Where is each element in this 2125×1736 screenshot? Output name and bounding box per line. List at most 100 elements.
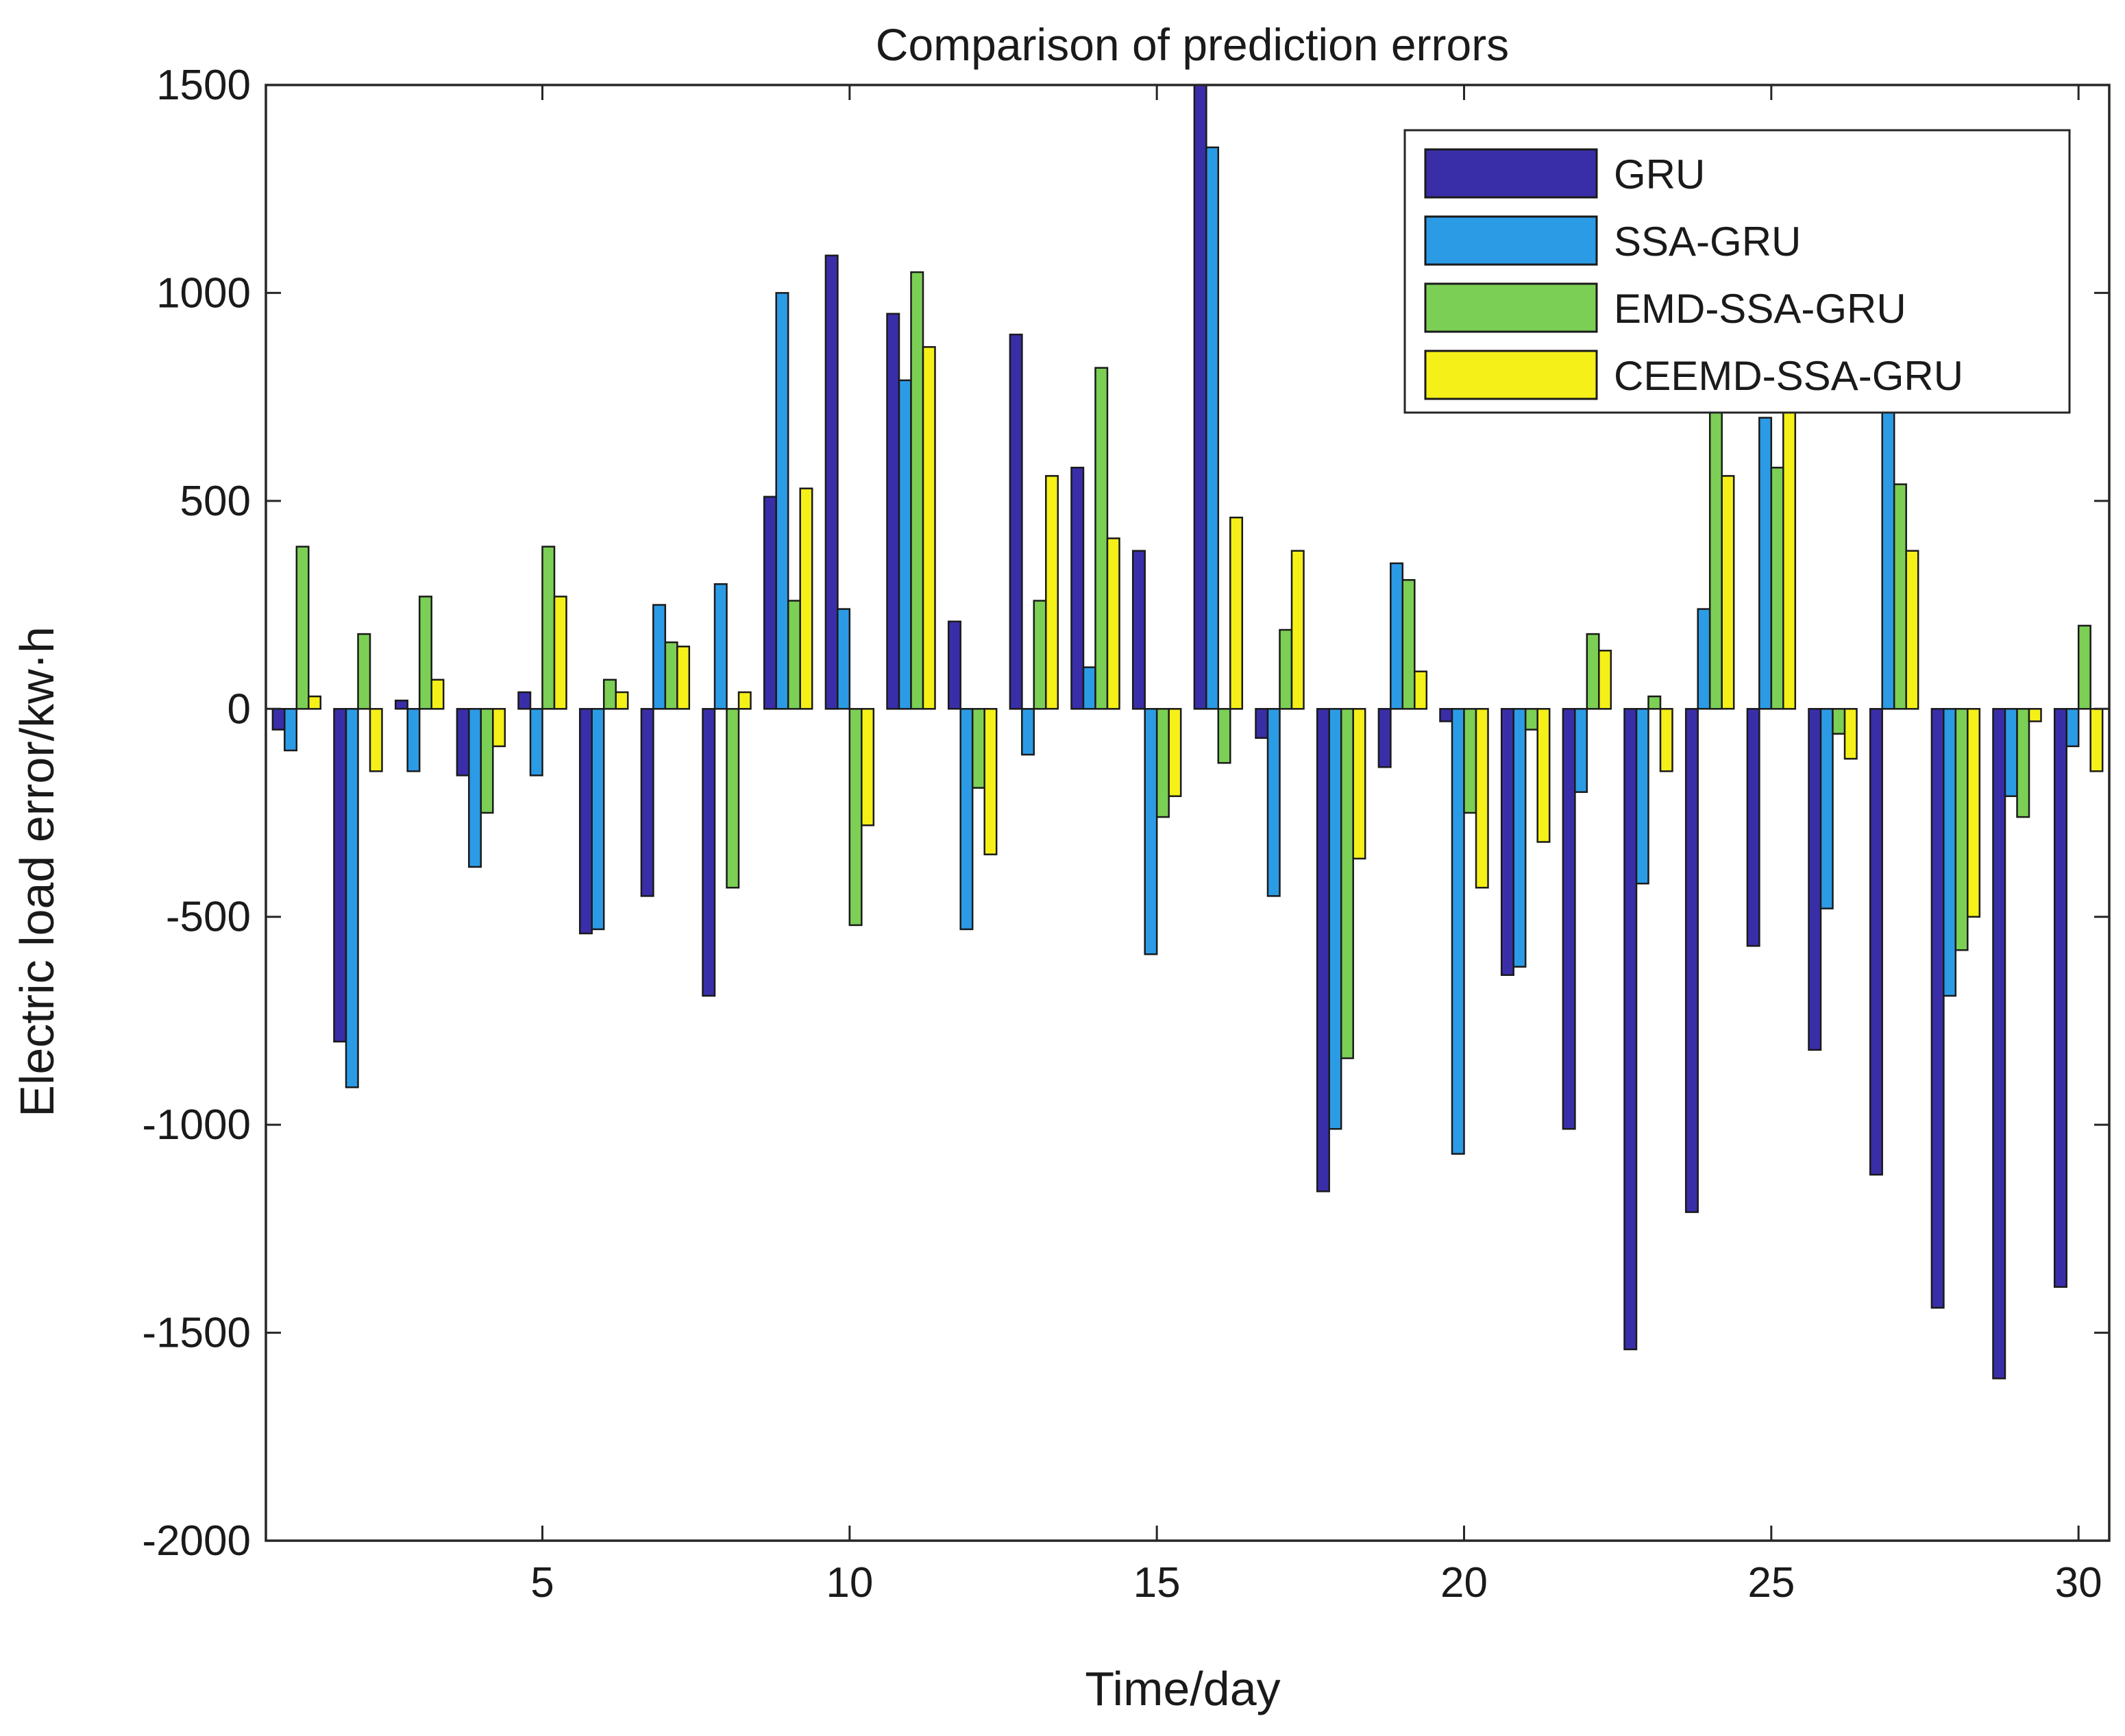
bar-ceemd-ssa-gru-day-14 xyxy=(1106,537,1120,710)
bar-emd-ssa-gru-day-13 xyxy=(1033,600,1047,710)
bar-ceemd-ssa-gru-day-8 xyxy=(737,691,752,710)
bar-gru-day-11 xyxy=(886,313,900,710)
bar-ceemd-ssa-gru-day-29 xyxy=(2028,708,2042,722)
bar-emd-ssa-gru-day-19 xyxy=(1401,578,1416,710)
bar-gru-day-26 xyxy=(1808,708,1822,1051)
bar-ceemd-ssa-gru-day-19 xyxy=(1414,670,1428,710)
bar-ssa-gru-day-18 xyxy=(1328,708,1342,1130)
bar-emd-ssa-gru-day-4 xyxy=(480,708,494,814)
bar-emd-ssa-gru-day-3 xyxy=(418,596,432,710)
bar-ssa-gru-day-6 xyxy=(591,708,605,931)
bar-emd-ssa-gru-day-21 xyxy=(1524,708,1538,731)
bar-emd-ssa-gru-day-27 xyxy=(1893,483,1907,710)
bar-ceemd-ssa-gru-day-28 xyxy=(1967,708,1981,918)
bar-emd-ssa-gru-day-23 xyxy=(1647,695,1662,710)
bar-ssa-gru-day-11 xyxy=(898,379,912,710)
bar-ssa-gru-day-30 xyxy=(2065,708,2080,748)
bar-ceemd-ssa-gru-day-3 xyxy=(430,678,445,710)
bar-gru-day-25 xyxy=(1746,708,1760,947)
legend-swatch-gru xyxy=(1424,148,1598,199)
bar-ceemd-ssa-gru-day-10 xyxy=(861,708,875,827)
bar-gru-day-16 xyxy=(1193,85,1207,710)
y-tick-label: -2000 xyxy=(142,1517,251,1565)
bar-gru-day-20 xyxy=(1439,708,1453,722)
bar-gru-day-21 xyxy=(1500,708,1514,976)
bar-ssa-gru-day-20 xyxy=(1451,708,1465,1155)
bar-ceemd-ssa-gru-day-6 xyxy=(615,691,629,710)
bar-ssa-gru-day-24 xyxy=(1697,608,1711,710)
bar-emd-ssa-gru-day-8 xyxy=(726,708,740,889)
bar-emd-ssa-gru-day-24 xyxy=(1708,391,1723,710)
bar-gru-day-14 xyxy=(1070,467,1085,710)
bar-ceemd-ssa-gru-day-30 xyxy=(2089,708,2104,772)
bar-ceemd-ssa-gru-day-27 xyxy=(1905,550,1919,710)
bar-ceemd-ssa-gru-day-26 xyxy=(1843,708,1858,760)
bar-emd-ssa-gru-day-2 xyxy=(357,633,371,710)
bar-gru-day-29 xyxy=(1992,708,2006,1380)
bar-emd-ssa-gru-day-22 xyxy=(1586,633,1600,710)
bar-ceemd-ssa-gru-day-5 xyxy=(553,596,567,710)
bar-ceemd-ssa-gru-day-24 xyxy=(1721,475,1735,710)
bar-ssa-gru-day-17 xyxy=(1266,708,1281,897)
plot-frame xyxy=(265,84,2111,1542)
bar-ceemd-ssa-gru-day-16 xyxy=(1229,516,1244,710)
bar-ceemd-ssa-gru-day-25 xyxy=(1782,391,1797,710)
x-tick-label: 15 xyxy=(1133,1559,1181,1606)
bar-ceemd-ssa-gru-day-17 xyxy=(1290,550,1305,710)
chart-title: Comparison of prediction errors xyxy=(876,19,1509,70)
bar-gru-day-10 xyxy=(824,254,839,710)
y-tick-label: 500 xyxy=(180,478,251,525)
legend-swatch-ceemd-ssa-gru xyxy=(1424,350,1598,400)
bar-ceemd-ssa-gru-day-15 xyxy=(1168,708,1182,797)
bar-ssa-gru-day-28 xyxy=(1943,708,1957,997)
y-tick-label: 0 xyxy=(228,685,251,733)
bar-ceemd-ssa-gru-day-20 xyxy=(1475,708,1489,889)
bar-ssa-gru-day-16 xyxy=(1205,146,1220,710)
bar-gru-day-19 xyxy=(1377,708,1392,768)
bar-gru-day-27 xyxy=(1869,708,1883,1176)
legend-swatch-ssa-gru xyxy=(1424,215,1598,266)
bar-ssa-gru-day-7 xyxy=(652,604,667,710)
bar-emd-ssa-gru-day-20 xyxy=(1463,708,1477,814)
bar-emd-ssa-gru-day-30 xyxy=(2077,624,2091,710)
bar-gru-day-24 xyxy=(1684,708,1699,1213)
legend-label-ceemd-ssa-gru: CEEMD-SSA-GRU xyxy=(1614,353,1963,399)
x-tick-label: 5 xyxy=(530,1559,554,1606)
bar-emd-ssa-gru-day-7 xyxy=(664,641,678,710)
x-axis-title: Time/day xyxy=(1085,1662,1280,1715)
bar-ceemd-ssa-gru-day-7 xyxy=(676,646,691,710)
bar-ssa-gru-day-26 xyxy=(1819,708,1834,909)
bar-ceemd-ssa-gru-day-4 xyxy=(492,708,506,748)
bar-ssa-gru-day-10 xyxy=(837,608,851,710)
bar-ssa-gru-day-12 xyxy=(959,708,974,931)
bar-ssa-gru-day-1 xyxy=(284,708,298,752)
bar-ssa-gru-day-23 xyxy=(1635,708,1649,885)
bar-gru-day-17 xyxy=(1255,708,1269,739)
bar-emd-ssa-gru-day-12 xyxy=(971,708,985,789)
bar-emd-ssa-gru-day-6 xyxy=(602,678,617,710)
bar-gru-day-22 xyxy=(1562,708,1576,1130)
bar-emd-ssa-gru-day-11 xyxy=(910,271,924,710)
x-tick-label: 30 xyxy=(2055,1559,2102,1606)
bar-ssa-gru-day-2 xyxy=(345,708,359,1088)
legend-label-gru: GRU xyxy=(1614,151,1705,197)
bar-gru-day-2 xyxy=(333,708,347,1043)
bar-gru-day-13 xyxy=(1009,333,1023,710)
bar-ceemd-ssa-gru-day-1 xyxy=(308,695,322,710)
bar-ssa-gru-day-19 xyxy=(1390,562,1404,710)
bar-emd-ssa-gru-day-28 xyxy=(1954,708,1969,951)
bar-ceemd-ssa-gru-day-13 xyxy=(1045,475,1059,710)
bar-emd-ssa-gru-day-29 xyxy=(2016,708,2030,818)
bar-ssa-gru-day-4 xyxy=(468,708,482,868)
bar-gru-day-18 xyxy=(1316,708,1330,1193)
bar-ssa-gru-day-14 xyxy=(1082,666,1096,710)
bar-gru-day-9 xyxy=(763,496,777,710)
bar-ssa-gru-day-3 xyxy=(406,708,421,772)
bar-ssa-gru-day-5 xyxy=(529,708,543,777)
bar-emd-ssa-gru-day-5 xyxy=(541,546,556,710)
bar-gru-day-6 xyxy=(578,708,593,935)
bar-ceemd-ssa-gru-day-2 xyxy=(369,708,383,772)
bar-emd-ssa-gru-day-15 xyxy=(1155,708,1170,818)
x-tick-label: 25 xyxy=(1747,1559,1795,1606)
